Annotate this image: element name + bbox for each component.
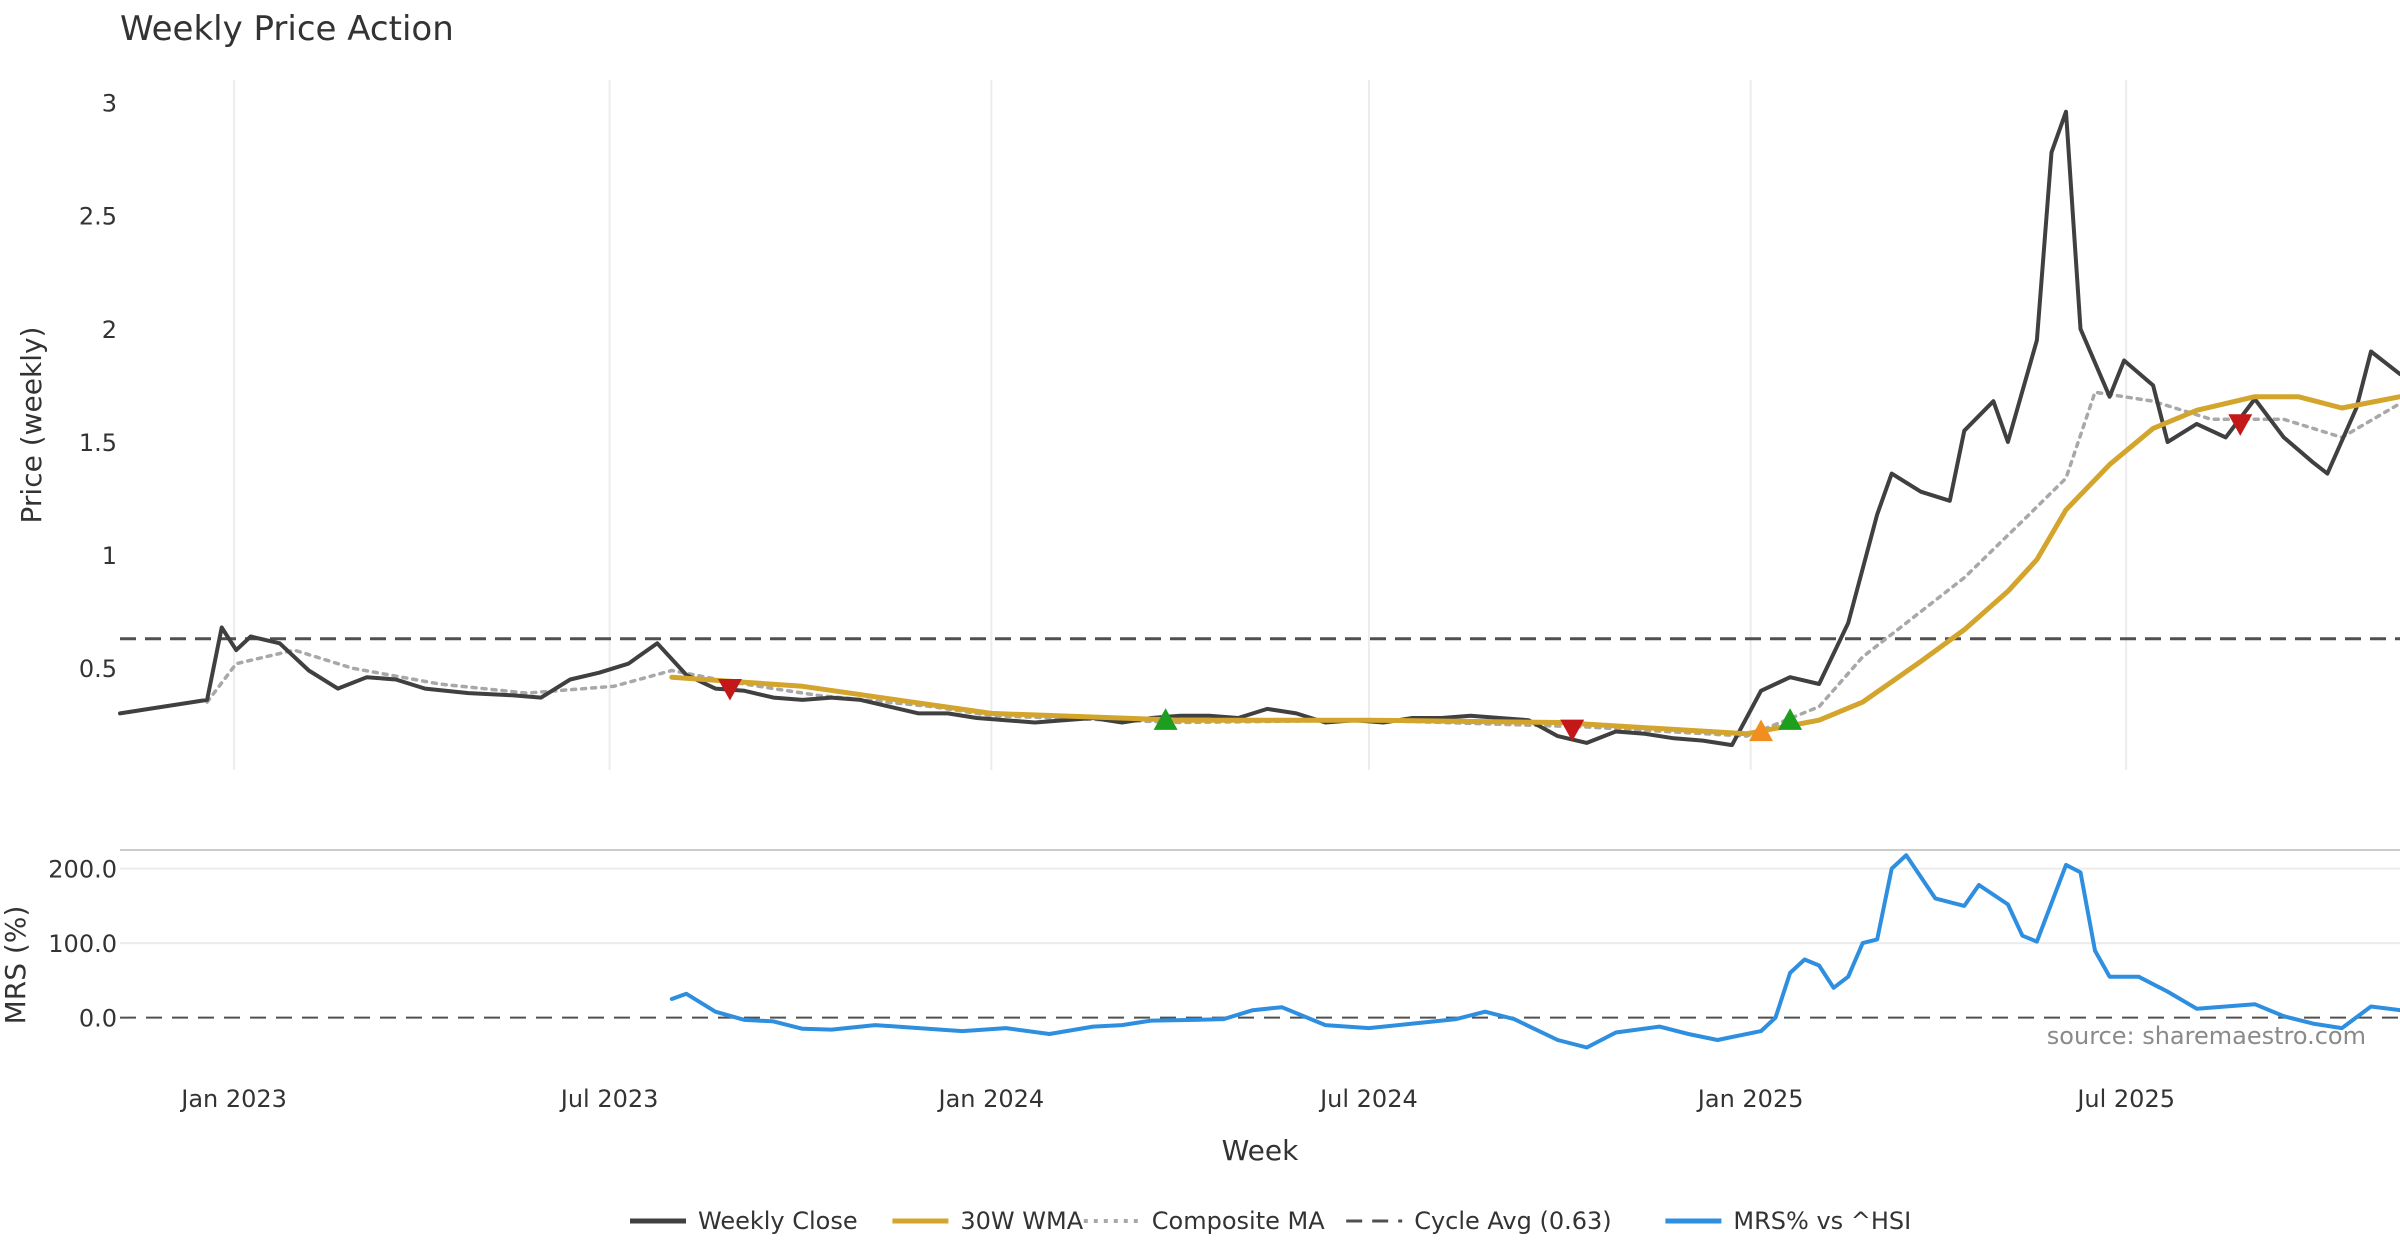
legend: Weekly Close 30W WMA Composite MA Cycle Avg… (630, 1207, 1911, 1235)
price-y-tick-label: 3 (102, 90, 117, 118)
signal-marker-triangle-up (1749, 719, 1774, 742)
x-tick-label: Jul 2023 (559, 1085, 659, 1113)
mrs-y-tick-label: 100.0 (48, 930, 117, 958)
mrs-plot-area (120, 853, 2400, 1050)
price-y-tick-label: 1.5 (79, 429, 117, 457)
series-weekly-close (118, 109, 2400, 748)
price-y-ticks: 0.5 1 1.5 2 2.5 3 (79, 90, 117, 684)
legend-label-weekly-close: Weekly Close (698, 1207, 858, 1235)
legend-label-30w-wma: 30W WMA (960, 1207, 1083, 1235)
mrs-y-axis-label: MRS (%) (0, 906, 32, 1025)
signal-marker-triangle-up (1153, 708, 1178, 730)
signal-marker-triangle-down (2228, 414, 2253, 436)
price-panel-grid (233, 80, 2128, 770)
x-tick-label: Jan 2023 (179, 1085, 287, 1113)
series-mrs-vs-hsi (669, 853, 2400, 1050)
x-tick-label: Jul 2024 (1318, 1085, 1418, 1113)
signal-marker-triangle-up (1778, 708, 1803, 730)
price-plot-area (118, 109, 2400, 748)
mrs-y-ticks: 0.0 100.0 200.0 (48, 856, 117, 1033)
x-axis-label: Week (1222, 1134, 1299, 1167)
price-y-tick-label: 2.5 (79, 203, 117, 231)
legend-label-composite-ma: Composite MA (1152, 1207, 1325, 1235)
x-tick-label: Jan 2025 (1696, 1085, 1804, 1113)
signal-marker-triangle-down (717, 678, 742, 701)
x-tick-label: Jul 2025 (2075, 1085, 2175, 1113)
series-30w-wma (669, 394, 2400, 737)
legend-label-mrs-vs-hsi: MRS% vs ^HSI (1733, 1207, 1911, 1235)
legend-label-cycle-avg-0-63: Cycle Avg (0.63) (1414, 1207, 1611, 1235)
mrs-y-tick-label: 200.0 (48, 856, 117, 884)
price-y-tick-label: 0.5 (79, 655, 117, 683)
mrs-panel-grid (120, 867, 2400, 945)
price-y-tick-label: 1 (102, 542, 117, 570)
chart-title: Weekly Price Action (120, 9, 454, 49)
x-axis-ticks: Jan 2023 Jul 2023 Jan 2024 Jul 2024 Jan 2025… (179, 1085, 2175, 1113)
price-y-axis-label: Price (weekly) (15, 327, 48, 524)
series-composite-ma (205, 390, 2400, 738)
signal-marker-triangle-down (1560, 719, 1585, 742)
mrs-y-tick-label: 0.0 (79, 1005, 117, 1033)
source-annotation: source: sharemaestro.com (2047, 1022, 2366, 1050)
x-tick-label: Jan 2024 (936, 1085, 1044, 1113)
price-y-tick-label: 2 (102, 316, 117, 344)
